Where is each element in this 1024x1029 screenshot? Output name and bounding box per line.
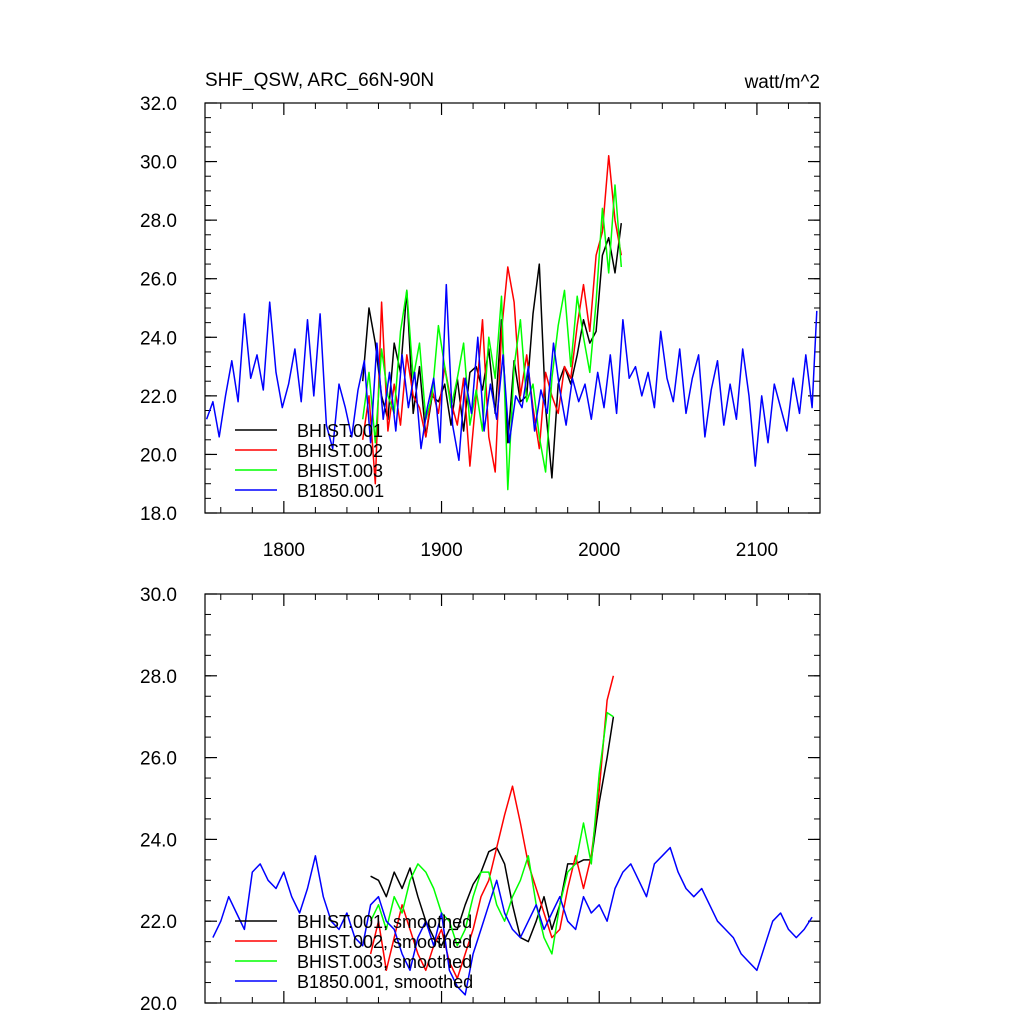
legend-label: B1850.001, smoothed (297, 972, 473, 992)
y-tick-label: 26.0 (140, 749, 177, 770)
units-label: watt/m^2 (744, 72, 820, 93)
top-panel: 18.0 20.0 22.0 24.0 26.0 28.0 30.0 32.0 1800 1900… (140, 94, 821, 561)
series-group (212, 675, 813, 996)
y-tick-label: 30.0 (140, 585, 177, 606)
legend-label: BHIST.002, smoothed (297, 932, 472, 952)
legend-label: BHIST.001 (297, 421, 383, 441)
series-line-bhist-003 (361, 184, 623, 491)
legend-label: BHIST.003, smoothed (297, 952, 472, 972)
legend-label: BHIST.003 (297, 461, 383, 481)
bottom-panel: 20.0 22.0 24.0 26.0 28.0 30.0 BHIST.001, smoot… (140, 585, 821, 1015)
y-tick-label: 28.0 (140, 667, 177, 688)
series-line-bhist-003-smoothed (369, 711, 614, 955)
y-tick-label: 22.0 (140, 387, 177, 408)
y-tick-label: 28.0 (140, 211, 177, 232)
y-tick-label: 26.0 (140, 270, 177, 291)
x-tick-label: 2000 (578, 540, 620, 561)
y-tick-label: 24.0 (140, 830, 177, 851)
series-line-b1850-001-smoothed (212, 846, 813, 996)
series-line-bhist-001 (361, 223, 623, 479)
y-tick-label: 20.0 (140, 994, 177, 1015)
legend-label: BHIST.002 (297, 441, 383, 461)
series-line-bhist-002-smoothed (369, 675, 615, 980)
y-tick-label: 18.0 (140, 504, 177, 525)
y-tick-label: 24.0 (140, 328, 177, 349)
y-tick-label: 20.0 (140, 445, 177, 466)
legend-label: B1850.001 (297, 481, 384, 501)
y-tick-label: 22.0 (140, 912, 177, 933)
series-group (205, 154, 818, 491)
x-tick-label: 1800 (263, 540, 305, 561)
legend-label: BHIST.001, smoothed (297, 912, 472, 932)
y-tick-label: 30.0 (140, 153, 177, 174)
chart-title: SHF_QSW, ARC_66N-90N (205, 70, 434, 91)
series-line-bhist-002 (361, 154, 623, 485)
y-tick-label: 32.0 (140, 94, 177, 115)
x-tick-label: 2100 (736, 540, 778, 561)
series-line-b1850-001 (205, 283, 818, 467)
x-tick-label: 1900 (420, 540, 462, 561)
